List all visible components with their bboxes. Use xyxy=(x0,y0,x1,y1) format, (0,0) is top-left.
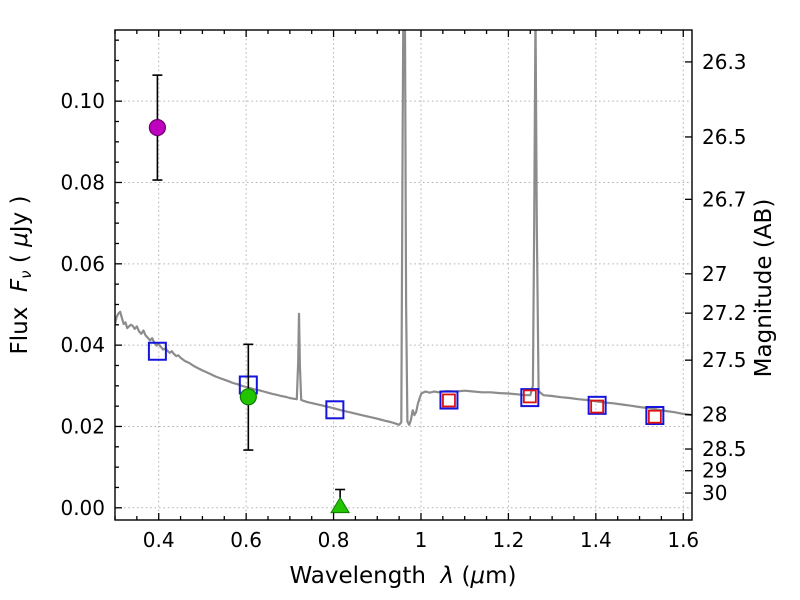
x-tick-label: 1.2 xyxy=(493,528,525,552)
x-tick-label: 1 xyxy=(415,528,428,552)
x-tick-label: 1.4 xyxy=(580,528,612,552)
square-marker xyxy=(590,399,605,414)
plot-layer: 0.4 0.6 0.8 1 1.2 1.4 1.6 0.00 0.02 0.04 0.06 0.08 0… xyxy=(60,29,747,552)
observed-u-band-point xyxy=(148,74,167,181)
square-marker xyxy=(147,341,167,361)
square-marker xyxy=(520,388,540,408)
y-right-tick-label: 27 xyxy=(702,262,727,286)
square-marker xyxy=(587,395,607,415)
model-spectrum-line xyxy=(115,30,692,426)
x-tick-label: 0.6 xyxy=(230,528,262,552)
y-right-tick-label: 27.5 xyxy=(702,348,747,372)
x-tick-label: 0.8 xyxy=(318,528,350,552)
x-axis-label: Wavelength λ (μm) xyxy=(289,563,516,589)
observed-r-band-point xyxy=(239,343,257,451)
x-tick-label: 0.4 xyxy=(143,528,175,552)
y-right-tick-label: 27.2 xyxy=(702,301,747,325)
plot-frame xyxy=(114,29,693,521)
x-tick-label: 1.6 xyxy=(667,528,699,552)
y-left-tick-label: 0.10 xyxy=(60,89,105,113)
tick-labels: 0.4 0.6 0.8 1 1.2 1.4 1.6 0.00 0.02 0.04 0.06 0.08 0… xyxy=(60,50,746,552)
y-right-tick-label: 26.7 xyxy=(702,187,747,211)
y-axis-label-right: Magnitude (AB) xyxy=(751,199,777,378)
square-marker xyxy=(442,393,456,408)
square-marker xyxy=(647,409,662,424)
observed-photometry-squares xyxy=(442,389,662,424)
y-right-tick-label: 26.3 xyxy=(702,50,747,74)
y-left-tick-label: 0.04 xyxy=(60,333,105,357)
y-right-tick-label: 29 xyxy=(702,459,727,483)
triangle-marker xyxy=(330,496,351,514)
upper-limit-triangle xyxy=(330,488,351,514)
circle-marker xyxy=(239,388,257,406)
square-marker xyxy=(439,390,459,410)
y-right-tick-label: 30 xyxy=(702,481,727,505)
y-left-tick-label: 0.08 xyxy=(60,170,105,194)
square-marker xyxy=(645,405,665,425)
grid-lines xyxy=(115,30,692,520)
square-marker xyxy=(522,389,537,404)
circle-marker xyxy=(148,118,167,137)
y-right-tick-label: 28 xyxy=(702,403,727,427)
y-right-tick-label: 28.5 xyxy=(702,437,747,461)
axis-ticks xyxy=(114,30,692,520)
y-left-tick-label: 0.06 xyxy=(60,252,105,276)
y-right-tick-label: 26.5 xyxy=(702,125,747,149)
y-axis-label-left: Flux Fν ( μJy ) xyxy=(7,196,35,355)
y-left-tick-label: 0.00 xyxy=(60,496,105,520)
square-marker xyxy=(325,400,345,420)
y-left-tick-label: 0.02 xyxy=(60,414,105,438)
